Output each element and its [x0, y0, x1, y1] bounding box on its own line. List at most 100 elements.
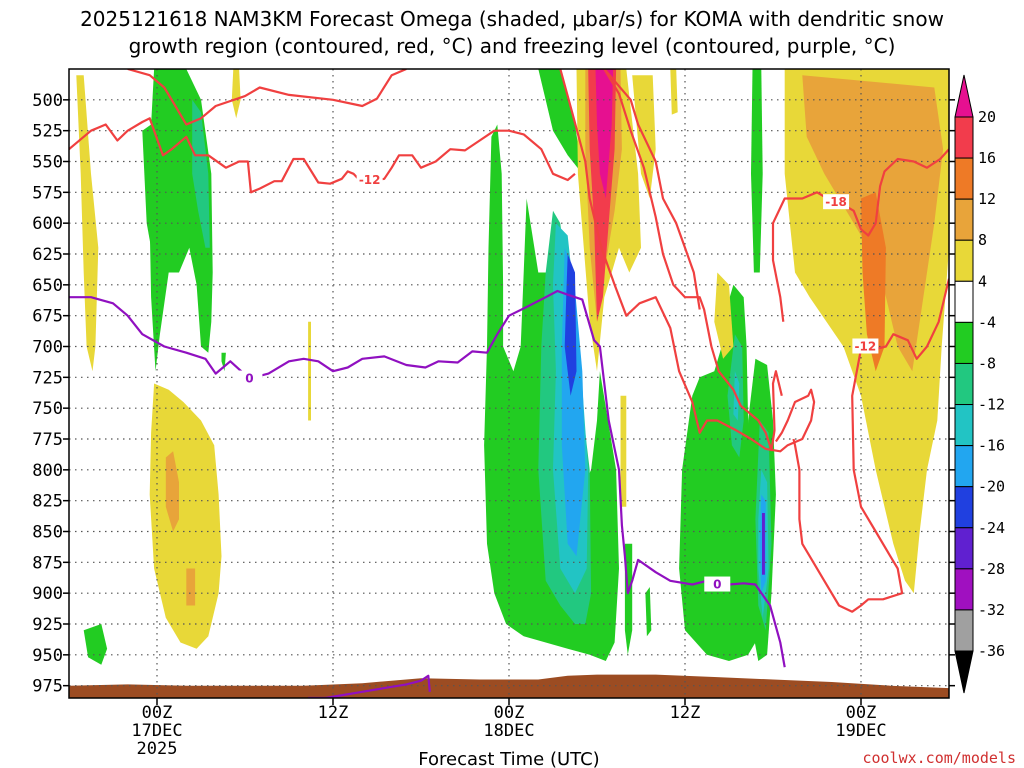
colorbar-box-4 [954, 280, 974, 323]
dgz-contour-5 [771, 148, 949, 322]
y-tick-label-850: 850 [32, 523, 63, 543]
omega-region-23 [620, 395, 627, 507]
omega-region-38 [861, 192, 886, 372]
y-tick-label-700: 700 [32, 338, 63, 358]
chart-title-line-1: 2025121618 NAM3KM Forecast Omega (shaded… [80, 7, 944, 31]
omega-region-12 [538, 69, 583, 174]
colorbar-label-8: -16 [978, 437, 1005, 455]
contour-label-5-0: -18 [825, 195, 847, 209]
dgz-contour-0 [69, 117, 576, 194]
omega-region-30 [751, 69, 763, 273]
colorbar-label-7: -12 [978, 396, 1005, 414]
colorbar-bottom-arrow [954, 650, 974, 694]
y-tick-label-800: 800 [32, 461, 63, 481]
y-tick-label-575: 575 [32, 183, 63, 203]
colorbar-box-2 [954, 198, 974, 241]
dgz-contour-4 [603, 69, 701, 310]
colorbar-box-8 [954, 445, 974, 488]
contour-label-bg-5-0 [823, 194, 850, 210]
dgz-contour-6 [792, 278, 949, 613]
y-tick-label-550: 550 [32, 153, 63, 173]
colorbar-label-1: 16 [978, 149, 996, 167]
x-tick-label-6-1: 17DEC [131, 721, 182, 741]
omega-region-7 [186, 568, 196, 606]
x-tick-label-6-0: 00Z [142, 703, 173, 723]
omega-region-35 [762, 513, 765, 575]
y-tick-label-825: 825 [32, 492, 63, 512]
colorbar-box-5 [954, 321, 974, 364]
ground-surface [69, 674, 949, 698]
y-tick-label-650: 650 [32, 276, 63, 296]
y-tick-label-600: 600 [32, 214, 63, 234]
y-tick-label-775: 775 [32, 430, 63, 450]
omega-region-20 [595, 69, 614, 199]
dgz-contour-2 [559, 69, 816, 453]
y-tick-label-900: 900 [32, 584, 63, 604]
x-tick-label-6-2: 2025 [137, 739, 178, 759]
colorbar: 20 16 12 8 4 -4 -8 -12 -16 -20 -24 -28 -32 -36 [954, 74, 1005, 694]
colorbar-box-3 [954, 239, 974, 282]
omega-region-16 [564, 254, 577, 396]
colorbar-label-9: -20 [978, 478, 1005, 496]
colorbar-box-9 [954, 486, 974, 529]
ground-layer [69, 674, 949, 698]
contour-label-7-0: 0 [245, 372, 253, 386]
y-axis: 500 525 550 575 600 625 650 675 700 725 750 775 800 8… [32, 91, 955, 697]
y-tick-label-675: 675 [32, 307, 63, 327]
omega-region-10 [308, 321, 311, 421]
omega-region-8 [83, 624, 108, 665]
colorbar-label-10: -24 [978, 519, 1005, 537]
y-tick-label-950: 950 [32, 646, 63, 666]
colorbar-label-2: 12 [978, 190, 996, 208]
credit-text[interactable]: coolwx.com/models [862, 749, 1016, 767]
y-tick-label-875: 875 [32, 553, 63, 573]
colorbar-box-0 [954, 116, 974, 159]
colorbar-label-11: -28 [978, 560, 1005, 578]
x-tick-label-42-0: 12Z [670, 703, 701, 723]
omega-region-2 [192, 99, 210, 248]
dgz-contour-3 [603, 69, 783, 452]
y-tick-label-500: 500 [32, 91, 63, 111]
contour-label-6-0: -12 [855, 340, 877, 354]
omega-region-25 [645, 587, 652, 637]
y-tick-label-625: 625 [32, 245, 63, 265]
x-tick-label-30-0: 00Z [494, 703, 525, 723]
dgz-contour-1 [127, 69, 407, 126]
chart-title-line-2: growth region (contoured, red, °C) and f… [129, 34, 896, 58]
contour-label-bg-6-0 [852, 338, 879, 354]
colorbar-label-4: 4 [978, 272, 987, 290]
omega-region-22 [670, 69, 678, 115]
y-tick-label-525: 525 [32, 122, 63, 142]
omega-region-6 [165, 451, 179, 532]
contour-label-bg-0-0 [356, 172, 383, 187]
y-tick-label-925: 925 [32, 615, 63, 635]
x-tick-label-54-0: 00Z [846, 703, 877, 723]
colorbar-label-6: -8 [978, 354, 996, 372]
colorbar-box-10 [954, 527, 974, 570]
omega-region-3 [142, 124, 155, 248]
contour-label-bg-7-1 [704, 576, 731, 592]
x-tick-label-30-1: 18DEC [483, 721, 534, 741]
y-tick-label-725: 725 [32, 368, 63, 388]
colorbar-label-3: 8 [978, 231, 987, 249]
omega-region-5 [149, 383, 222, 649]
x-tick-label-54-1: 19DEC [835, 721, 886, 741]
contour-label-bg-7-0 [236, 370, 263, 386]
colorbar-box-7 [954, 404, 974, 447]
x-axis-title: Forecast Time (UTC) [418, 749, 599, 768]
colorbar-top-arrow [954, 74, 974, 118]
contour-lines [69, 69, 949, 698]
contour-labels: -12 -18 -12 0 0 [236, 172, 879, 592]
contour-label-7-1: 0 [713, 578, 721, 592]
x-tick-label-18-0: 12Z [318, 703, 349, 723]
omega-region-4 [231, 69, 241, 119]
freezing-level-contour-8 [308, 674, 431, 698]
colorbar-box-12 [954, 609, 974, 652]
colorbar-label-0: 20 [978, 108, 996, 126]
colorbar-box-11 [954, 568, 974, 611]
colorbar-box-1 [954, 157, 974, 200]
colorbar-label-5: -4 [978, 313, 996, 331]
colorbar-box-6 [954, 362, 974, 406]
